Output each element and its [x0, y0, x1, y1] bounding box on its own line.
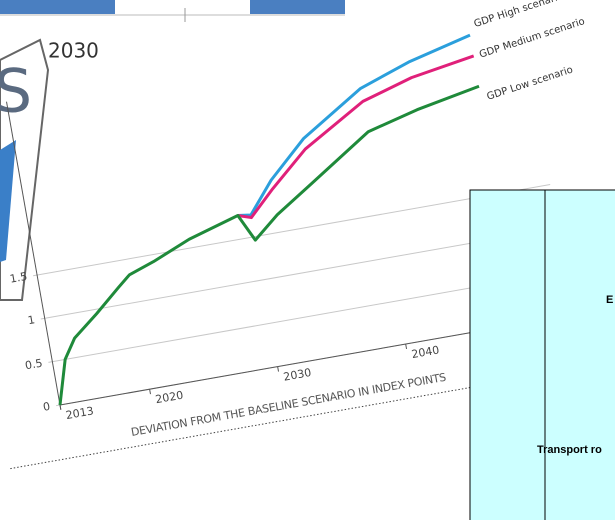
top-bar: [250, 0, 345, 14]
y-axis: [6, 101, 62, 410]
table-text: Transport ro: [537, 444, 602, 456]
line-series: [237, 54, 475, 220]
y-tick-label: 0: [42, 400, 51, 414]
x-tick: [277, 366, 280, 372]
x-tick: [405, 343, 408, 350]
x-tick-label: 2013: [65, 404, 95, 422]
table-cell: [469, 189, 615, 520]
table-text: E: [606, 294, 613, 306]
x-tick-label: 2020: [154, 389, 184, 407]
line-series: [237, 33, 471, 217]
line-series: [58, 84, 480, 406]
y-tick-label: 0.5: [24, 357, 43, 373]
y-tick-label: 1.5: [9, 270, 28, 286]
left-panel-text: S: [0, 57, 32, 127]
x-tick-label: 2030: [282, 366, 312, 384]
dotted-rule: [10, 374, 544, 470]
x-tick-label: 2040: [410, 343, 440, 361]
left-card: [0, 38, 50, 301]
left-card-bar: [0, 140, 16, 262]
grid-line: [33, 184, 551, 277]
table-fragment: E Transport ro: [469, 189, 615, 520]
x-tick: [59, 404, 62, 411]
top-bar: [0, 0, 115, 14]
x-tick: [149, 389, 151, 395]
y-tick-label: 1: [27, 313, 36, 327]
chart-title: 2030: [48, 39, 99, 63]
